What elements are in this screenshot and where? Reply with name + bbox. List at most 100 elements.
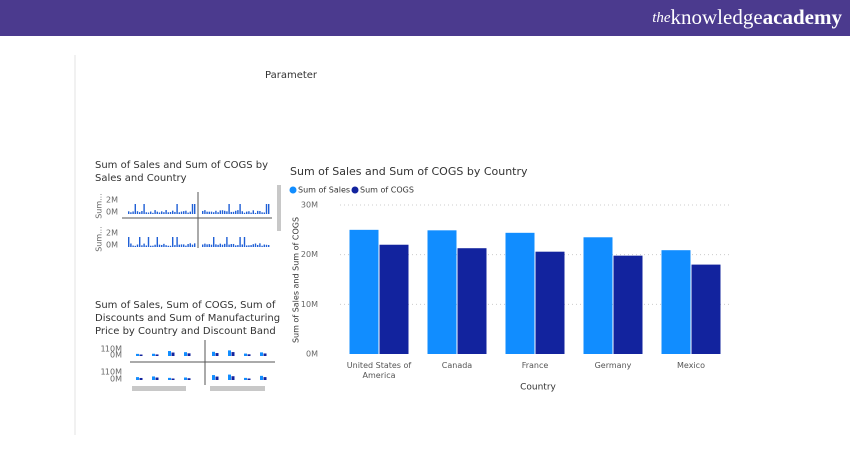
mini-bar [244,353,247,356]
mini-bar [217,212,219,214]
mini-bar [136,353,139,356]
brand-bold: academy [763,5,843,29]
mini-bar [152,353,155,356]
mini-bar [150,211,152,214]
mini-bar [224,243,226,247]
bar [613,255,643,354]
mini-bar [260,352,263,356]
mini-bar [254,243,257,247]
mini-bar [244,377,247,380]
mini-bar [134,204,136,214]
mini-bar [163,212,165,214]
mini-bar [169,245,172,247]
mini-bar [247,378,251,380]
small-chart-title: Sales and Country [95,173,187,184]
mini-bar [130,243,132,247]
x-tick-label: Canada [441,361,473,370]
mini-bar [212,375,215,380]
mini-bar [219,243,221,247]
parameter: Parameter [265,70,318,81]
mini-bar [257,244,259,247]
mini-bar [250,212,252,214]
y-tick-label: 30M [301,201,318,210]
mini-bar [163,243,165,247]
mini-bar [263,353,267,356]
mini-bar [213,237,215,247]
x-tick-label-box: Canada [441,361,473,370]
mini-bar [172,210,174,214]
bar [535,251,565,354]
x-tick-label-box: France [521,361,549,370]
row-label: Sum... [95,193,104,219]
mini-bar [265,244,268,247]
mini-bar [183,244,185,247]
mini-bar [139,212,141,214]
bar [691,264,721,354]
mini-bar [237,245,239,247]
mini-bar [239,237,241,247]
mini-bar [185,245,187,247]
mini-bar [268,245,270,247]
small-chart-title: Discounts and Sum of Manufacturing [95,313,280,324]
mini-bar [257,210,259,214]
mini-bar [128,237,130,247]
mini-bar [156,237,158,247]
mini-bar [248,211,250,214]
x-tick-label-box: United States of America [346,361,412,380]
mini-bar [208,244,210,247]
mini-bar [215,353,219,356]
mini-bar [221,210,224,214]
legend-label: Sum of COGS [360,186,414,195]
mini-bar [187,244,189,247]
bar [349,229,379,354]
mini-bar [231,352,235,356]
mini-bar [152,212,154,214]
mini-bar [260,375,263,380]
x-tick-label: Germany [594,361,632,370]
mini-bar [161,244,163,247]
mini-bar [141,211,143,214]
mini-bar [261,245,263,247]
mini-bar [235,245,237,247]
mini-bar [239,204,241,214]
mini-bar [155,377,159,380]
header-bar [0,0,850,36]
chart-title: Sum of Sales and Sum of COGS by Country [290,165,528,178]
x-tick-label: United States of America [346,361,412,380]
mini-bar [139,377,143,380]
mini-bar [194,243,196,247]
row-label: Sum... [95,226,104,252]
mini-bar [187,212,189,214]
legend-marker [351,186,359,194]
legend-marker [289,186,297,194]
mini-bar [132,211,134,214]
mini-bar [187,353,191,356]
mini-bar [189,211,191,214]
bar [457,248,487,354]
mini-bar [178,212,180,214]
mini-bar [174,211,176,214]
y-tick-label: 0M [306,350,318,359]
x-tick-label-box: Mexico [677,361,705,370]
legend-label: Sum of Sales [298,186,350,195]
mini-bar [189,243,191,247]
mini-bar [184,352,187,356]
mini-bar [243,212,246,214]
mini-bar [169,212,172,214]
mini-bar [246,245,248,247]
mini-bar [250,245,252,247]
mini-bar [263,377,267,380]
mini-bar [150,245,152,247]
y-tick-label: 10M [301,300,318,309]
y-tick-label: 0M [106,241,118,250]
row-label: 1 [100,368,105,377]
x-tick-label: France [521,361,549,370]
mini-bar [212,351,215,356]
mini-bar [130,212,132,214]
mini-bar [237,210,239,214]
mini-bar [261,212,263,214]
mini-bar [171,378,175,380]
small-chart-title: Price by Country and Discount Band [95,326,276,337]
mini-bar [145,245,147,247]
scrollbar [132,386,186,391]
